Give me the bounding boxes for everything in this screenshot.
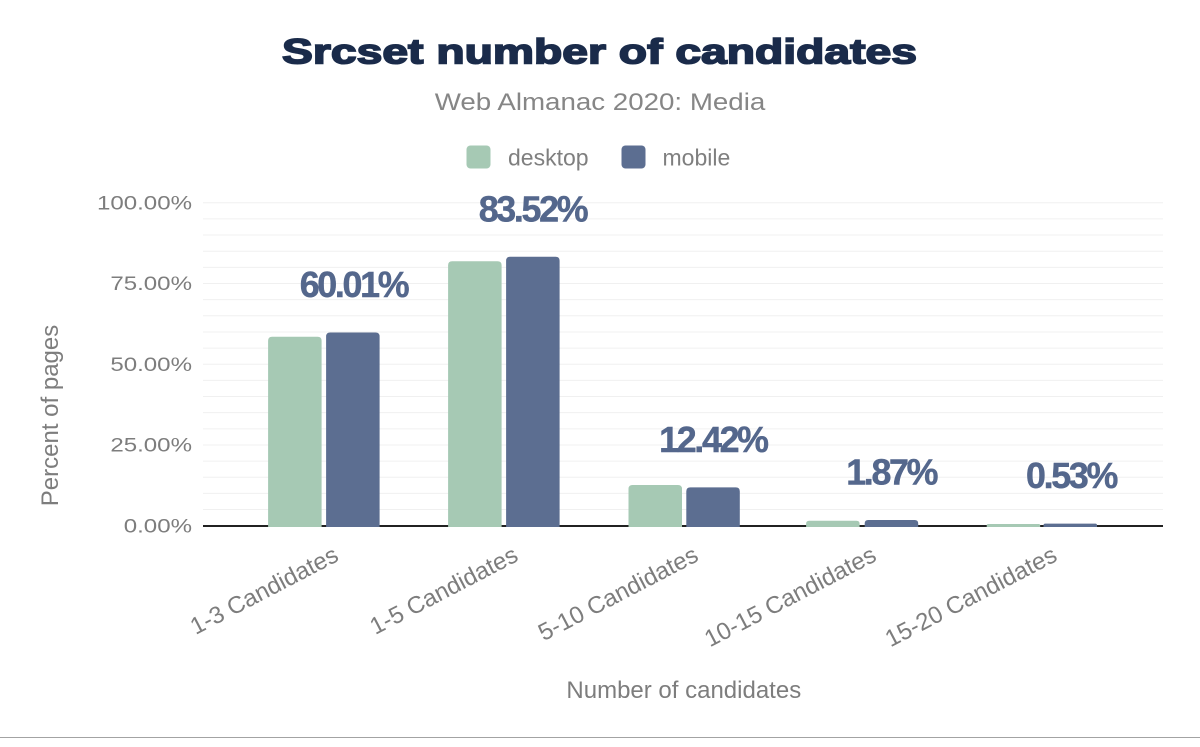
svg-text:50.00%: 50.00%: [110, 353, 192, 375]
svg-text:0.53%: 0.53%: [1026, 456, 1117, 496]
svg-text:60.01%: 60.01%: [300, 265, 409, 305]
svg-text:Number of candidates: Number of candidates: [566, 677, 801, 704]
svg-text:desktop: desktop: [508, 145, 589, 171]
svg-text:1.87%: 1.87%: [846, 453, 937, 493]
svg-text:0.00%: 0.00%: [124, 515, 192, 537]
svg-text:83.52%: 83.52%: [479, 189, 588, 229]
svg-text:75.00%: 75.00%: [110, 272, 192, 294]
svg-text:25.00%: 25.00%: [110, 434, 192, 456]
svg-text:Web Almanac 2020: Media: Web Almanac 2020: Media: [435, 90, 766, 116]
svg-text:mobile: mobile: [663, 145, 731, 171]
svg-text:Srcset number of candidates: Srcset number of candidates: [282, 32, 917, 71]
svg-text:Percent of pages: Percent of pages: [37, 325, 64, 506]
svg-text:100.00%: 100.00%: [97, 192, 192, 214]
svg-text:12.42%: 12.42%: [659, 420, 768, 460]
